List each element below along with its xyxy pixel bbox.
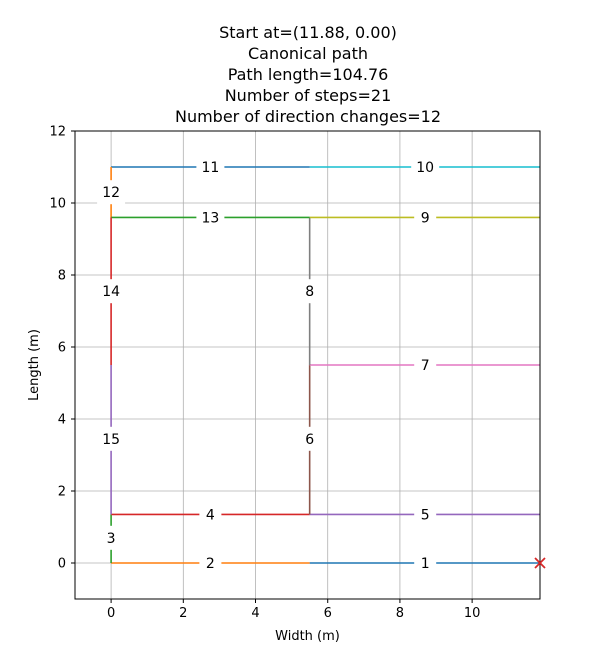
step-label-6: 6 [298, 426, 321, 451]
title-line: Canonical path [248, 44, 368, 63]
step-label-5: 5 [414, 502, 437, 527]
step-label-bg [414, 205, 437, 230]
step-label-bg [199, 502, 222, 527]
step-label-text: 5 [421, 507, 430, 523]
title-line: Number of steps=21 [225, 86, 392, 105]
start-marker [534, 557, 546, 569]
step-label-bg [414, 502, 437, 527]
step-label-bg [411, 155, 440, 179]
y-axis-label: Length (m) [27, 329, 42, 401]
step-label-15: 15 [97, 426, 126, 451]
step-label-text: 1 [421, 556, 430, 572]
step-label-bg [97, 426, 126, 451]
step-label-bg [298, 426, 321, 451]
step-label-3: 3 [100, 525, 123, 550]
step-label-text: 14 [102, 284, 120, 300]
step-label-bg [298, 279, 321, 304]
y-tick-label: 4 [58, 413, 66, 428]
step-label-8: 8 [298, 279, 321, 304]
step-label-bg [199, 551, 222, 575]
step-label-text: 2 [206, 556, 215, 572]
step-label-bg [97, 279, 126, 304]
title-line: Number of direction changes=12 [175, 107, 441, 126]
x-tick-label: 8 [396, 606, 404, 621]
step-label-text: 11 [201, 160, 219, 176]
step-label-text: 9 [421, 210, 430, 226]
y-tick-label: 12 [49, 125, 66, 140]
path-segments [110, 166, 540, 564]
step-label-11: 11 [196, 155, 225, 179]
y-tick-label: 0 [58, 557, 66, 572]
y-tick-label: 6 [58, 341, 66, 356]
step-label-14: 14 [97, 279, 126, 304]
step-label-2: 2 [199, 551, 222, 575]
y-tick-label: 10 [49, 197, 66, 212]
step-label-bg [97, 180, 126, 205]
y-tick-label: 2 [58, 485, 66, 500]
x-tick-label: 0 [107, 606, 115, 621]
step-label-text: 7 [421, 358, 430, 374]
x-tick-label: 6 [324, 606, 332, 621]
start-marker-stroke [534, 557, 546, 569]
step-label-4: 4 [199, 502, 222, 527]
y-tick-label: 8 [58, 269, 66, 284]
step-label-bg [414, 551, 437, 575]
step-label-10: 10 [411, 155, 440, 179]
chart-title: Start at=(11.88, 0.00) Canonical path Pa… [175, 23, 441, 126]
step-label-bg [414, 353, 437, 377]
step-label-bg [100, 525, 123, 550]
step-label-text: 15 [102, 432, 120, 448]
step-label-7: 7 [414, 353, 437, 377]
x-tick-label: 2 [179, 606, 187, 621]
step-label-1: 1 [414, 551, 437, 575]
x-axis-label: Width (m) [275, 629, 340, 644]
step-label-13: 13 [196, 205, 225, 230]
step-label-bg [196, 205, 225, 230]
step-label-text: 13 [201, 210, 219, 226]
step-label-9: 9 [414, 205, 437, 230]
step-label-text: 12 [102, 185, 120, 201]
step-label-12: 12 [97, 180, 126, 205]
plot-frame [74, 130, 541, 600]
step-label-text: 6 [305, 432, 314, 448]
step-label-bg [196, 155, 225, 179]
x-tick-label: 10 [464, 606, 481, 621]
title-line: Start at=(11.88, 0.00) [219, 23, 397, 42]
step-label-text: 4 [206, 507, 215, 523]
x-tick-label: 4 [251, 606, 259, 621]
step-label-text: 3 [107, 531, 116, 547]
step-label-text: 10 [416, 160, 434, 176]
title-line: Path length=104.76 [228, 65, 389, 84]
step-label-text: 8 [305, 284, 314, 300]
